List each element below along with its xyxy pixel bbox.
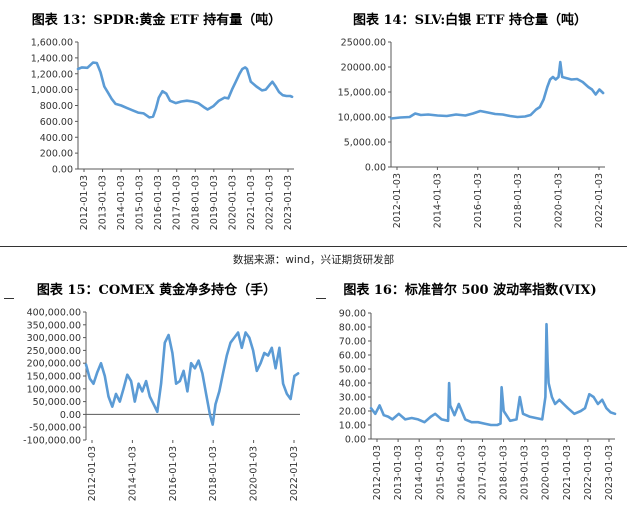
x-tick-label: 2023-01-03 <box>604 445 615 500</box>
y-tick-label: 15,000.00 <box>338 88 386 99</box>
x-tick-label: 2018-01-03 <box>513 173 524 228</box>
x-tick-label: 2012-01-03 <box>372 445 383 500</box>
y-tick-label: 200.00 <box>40 149 73 160</box>
x-tick-label: 2018-01-03 <box>190 175 201 230</box>
y-tick-label: 50,000.00 <box>33 397 81 408</box>
x-tick-label: 2014-01-03 <box>116 175 127 230</box>
chart-svg-16: 90.00 80.00 70.00 60.00 50.00 40.00 30.00 20.00… <box>339 309 617 500</box>
y-tick-label: -50,000.00 <box>29 423 81 434</box>
chart-title: 图表 16：标准普尔 500 波动率指数(VIX) <box>343 283 597 298</box>
y-tick-label: 10.00 <box>339 421 366 432</box>
x-tick-label: 2014-01-03 <box>432 173 443 228</box>
y-tick-label: 1,600.00 <box>31 38 73 49</box>
x-tick-label: 2020-01-03 <box>541 445 552 500</box>
y-tick-label: 0.00 <box>60 410 81 421</box>
chart-title: 图表 15：COMEX 黄金净多持仓（手） <box>36 283 277 298</box>
y-tick-label: 50.00 <box>339 365 366 376</box>
y-tick-label: 20000.00 <box>341 63 386 74</box>
x-tick-label: 2015-01-03 <box>435 445 446 500</box>
y-tick-label: 5,000.00 <box>344 138 386 149</box>
x-tick-label: 2019-01-03 <box>209 175 220 230</box>
y-tick-label: 350,000.00 <box>27 320 81 331</box>
y-tick-label: 70.00 <box>339 337 366 348</box>
y-tick-label: 0.00 <box>365 163 386 174</box>
y-tick-label: 0.00 <box>52 165 73 176</box>
x-tick-label: 2014-01-03 <box>414 445 425 500</box>
y-tick-label: 300,000.00 <box>27 333 81 344</box>
y-tick-label: -100,000.00 <box>23 436 81 447</box>
chart-title: 图表 13：SPDR:黄金 ETF 持有量（吨） <box>31 13 282 28</box>
x-tick-label: 2022-01-03 <box>289 446 300 501</box>
y-tick-label: 100,000.00 <box>27 384 81 395</box>
x-tick-label: 2015-01-03 <box>135 175 146 230</box>
x-tick-label: 2014-01-03 <box>127 446 138 501</box>
x-tick-label: 2013-01-03 <box>98 175 109 230</box>
x-tick-label: 2016-01-03 <box>473 173 484 228</box>
x-tick-label: 2022-01-03 <box>264 175 275 230</box>
y-tick-label: 90.00 <box>339 309 366 320</box>
x-tick-label: 2013-01-03 <box>393 445 404 500</box>
x-tick-label: 2022-01-03 <box>583 445 594 500</box>
y-tick-label: 20.00 <box>339 407 366 418</box>
margin-tick-mark <box>316 298 326 299</box>
series-line <box>76 61 294 119</box>
y-tick-label: 1,000.00 <box>31 85 73 96</box>
series-line <box>389 60 605 120</box>
y-tick-label: 80.00 <box>339 323 366 334</box>
x-tick-label: 2012-01-03 <box>87 446 98 501</box>
x-tick-label: 2017-01-03 <box>172 175 183 230</box>
section-divider <box>0 246 627 247</box>
x-tick-label: 2023-01-03 <box>283 175 294 230</box>
y-tick-label: 60.00 <box>339 351 366 362</box>
x-tick-label: 2020-01-03 <box>227 175 238 230</box>
x-tick-label: 2022-01-03 <box>594 173 605 228</box>
source-note: 数据来源：wind，兴证期货研发部 <box>232 254 395 266</box>
y-tick-label: 800.00 <box>40 101 73 112</box>
x-tick-label: 2016-01-03 <box>456 445 467 500</box>
y-tick-label: 1,400.00 <box>31 53 73 64</box>
y-tick-label: 1,200.00 <box>31 69 73 80</box>
y-tick-label: 0.00 <box>345 435 366 446</box>
x-tick-label: 2018-01-03 <box>499 445 510 500</box>
chart-svg-14: 25000.00 20000.00 15,000.00 10,000.00 5,000.… <box>338 38 605 228</box>
x-tick-label: 2021-01-03 <box>562 445 573 500</box>
chart-title: 图表 14：SLV:白银 ETF 持仓量（吨） <box>352 13 588 28</box>
y-tick-label: 10,000.00 <box>338 113 386 124</box>
margin-tick-mark <box>4 298 14 299</box>
y-tick-label: 600.00 <box>40 117 73 128</box>
series-line <box>369 322 617 427</box>
series-line <box>84 331 300 426</box>
y-tick-label: 200,000.00 <box>27 359 81 370</box>
x-tick-label: 2016-01-03 <box>168 446 179 501</box>
chart-panel-13: 图表 13：SPDR:黄金 ETF 持有量（吨） 1,600.00 1,400.0… <box>0 0 313 246</box>
x-tick-label: 2012-01-03 <box>79 175 90 230</box>
y-tick-label: 250,000.00 <box>27 346 81 357</box>
x-tick-label: 2016-01-03 <box>153 175 164 230</box>
x-tick-label: 2021-01-03 <box>246 175 257 230</box>
y-tick-label: 150,000.00 <box>27 372 81 383</box>
chart-panel-16: 图表 16：标准普尔 500 波动率指数(VIX) 90.00 80.00 70.0… <box>313 270 627 515</box>
x-tick-label: 2018-01-03 <box>208 446 219 501</box>
x-tick-label: 2020-01-03 <box>554 173 565 228</box>
chart-panel-15: 图表 15：COMEX 黄金净多持仓（手） 400,000.00 350,000.… <box>0 270 313 515</box>
y-tick-label: 40.00 <box>339 379 366 390</box>
y-tick-label: 400.00 <box>40 133 73 144</box>
y-tick-label: 30.00 <box>339 393 366 404</box>
x-tick-label: 2017-01-03 <box>477 445 488 500</box>
y-tick-label: 25000.00 <box>341 38 386 49</box>
chart-panel-14: 图表 14：SLV:白银 ETF 持仓量（吨） 25000.00 20000.00… <box>313 0 627 246</box>
y-tick-label: 400,000.00 <box>27 308 81 319</box>
x-tick-label: 2020-01-03 <box>249 446 260 501</box>
chart-svg-13: 1,600.00 1,400.00 1,200.00 1,000.00 800.00 60… <box>31 38 294 230</box>
x-tick-label: 2019-01-03 <box>520 445 531 500</box>
x-tick-label: 2012-01-03 <box>392 173 403 228</box>
